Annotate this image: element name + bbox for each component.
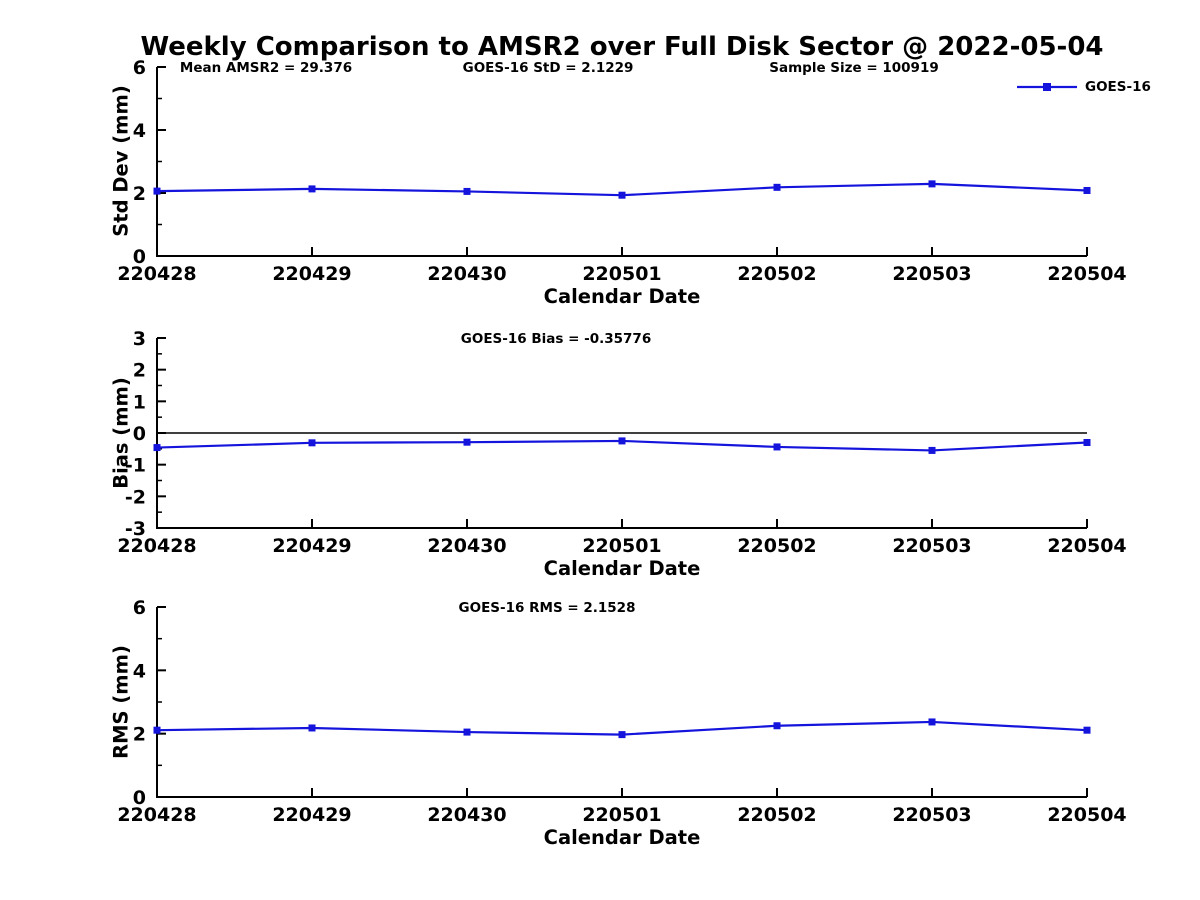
x-tick-label: 220430 bbox=[427, 804, 506, 826]
x-axis-label-1: Calendar Date bbox=[543, 285, 701, 308]
y-tick-label: 2 bbox=[133, 360, 146, 382]
annotation-goes16-rms: GOES-16 RMS = 2.1528 bbox=[458, 600, 636, 616]
data-marker bbox=[618, 731, 626, 739]
data-marker bbox=[618, 191, 626, 199]
y-axis-label-stddev: Std Dev (mm) bbox=[109, 85, 133, 237]
y-tick-label: 0 bbox=[133, 787, 146, 809]
x-tick-label: 220504 bbox=[1047, 263, 1126, 285]
x-tick-label: 220428 bbox=[117, 263, 196, 285]
x-tick-label: 220503 bbox=[892, 804, 971, 826]
x-tick-label: 220429 bbox=[272, 804, 351, 826]
x-tick-label: 220502 bbox=[737, 804, 816, 826]
x-tick-label: 220501 bbox=[582, 804, 661, 826]
subplot-rms: 0 2 4 6 220428 220429 220430 220501 220502 220503… bbox=[117, 597, 1126, 826]
x-tick-label: 220428 bbox=[117, 535, 196, 557]
y-tick-label: -3 bbox=[125, 518, 146, 540]
axes bbox=[156, 67, 1087, 257]
x-tick-label: 220429 bbox=[272, 535, 351, 557]
y-tick-label: 6 bbox=[133, 597, 146, 619]
x-tick-label: 220430 bbox=[427, 535, 506, 557]
y-tick-label: 0 bbox=[133, 246, 146, 268]
data-marker bbox=[308, 439, 316, 447]
chart-title: Weekly Comparison to AMSR2 over Full Dis… bbox=[140, 32, 1104, 62]
legend-square-marker bbox=[1043, 83, 1051, 91]
x-tick-label: 220503 bbox=[892, 263, 971, 285]
subplot-std-dev: 0 2 4 6 220428 220429 220430 220501 220502 220503… bbox=[117, 57, 1126, 285]
x-tick-label: 220504 bbox=[1047, 535, 1126, 557]
subplot-bias: -3 -2 -1 0 1 2 3 220428 220429 220430 220501 220502… bbox=[117, 328, 1126, 557]
x-axis-label-2: Calendar Date bbox=[543, 557, 701, 580]
data-marker bbox=[618, 437, 626, 445]
y-axis-label-bias: Bias (mm) bbox=[109, 377, 133, 489]
annotation-mean-amsr2: Mean AMSR2 = 29.376 bbox=[179, 60, 353, 76]
data-marker bbox=[773, 722, 781, 730]
y-tick-label: -2 bbox=[125, 486, 146, 508]
axes bbox=[156, 607, 1087, 798]
y-tick-label: 2 bbox=[133, 183, 146, 205]
data-marker bbox=[153, 444, 161, 452]
data-marker bbox=[153, 187, 161, 195]
y-tick-label: 6 bbox=[133, 57, 146, 79]
data-marker bbox=[928, 446, 936, 454]
y-axis-label-rms: RMS (mm) bbox=[109, 645, 133, 759]
data-marker bbox=[1083, 186, 1091, 194]
x-tick-label: 220501 bbox=[582, 535, 661, 557]
data-marker bbox=[1083, 726, 1091, 734]
y-tick-label: 4 bbox=[133, 120, 146, 142]
x-tick-label: 220503 bbox=[892, 535, 971, 557]
x-tick-label: 220430 bbox=[427, 263, 506, 285]
x-tick-label: 220502 bbox=[737, 263, 816, 285]
annotation-sample-size: Sample Size = 100919 bbox=[769, 60, 939, 76]
data-marker bbox=[153, 726, 161, 734]
y-tick-label: -1 bbox=[125, 455, 146, 477]
y-tick-label: 4 bbox=[133, 660, 146, 682]
y-tick-label: 3 bbox=[133, 328, 146, 350]
y-tick-label: 1 bbox=[133, 391, 146, 413]
data-marker bbox=[308, 185, 316, 193]
x-tick-label: 220428 bbox=[117, 804, 196, 826]
annotation-goes16-bias: GOES-16 Bias = -0.35776 bbox=[460, 331, 652, 347]
data-marker bbox=[463, 187, 471, 195]
x-tick-label: 220429 bbox=[272, 263, 351, 285]
data-marker bbox=[928, 180, 936, 188]
y-tick-label: 0 bbox=[133, 423, 146, 445]
x-tick-label: 220504 bbox=[1047, 804, 1126, 826]
data-marker bbox=[773, 443, 781, 451]
data-marker bbox=[463, 728, 471, 736]
annotation-goes16-std: GOES-16 StD = 2.1229 bbox=[462, 60, 634, 76]
data-marker bbox=[463, 438, 471, 446]
data-marker bbox=[1083, 439, 1091, 446]
x-axis-label-3: Calendar Date bbox=[543, 826, 701, 849]
x-tick-label: 220501 bbox=[582, 263, 661, 285]
x-tick-label: 220502 bbox=[737, 535, 816, 557]
data-marker bbox=[773, 183, 781, 191]
data-marker bbox=[928, 718, 936, 726]
y-tick-label: 2 bbox=[133, 724, 146, 746]
legend: GOES-16 bbox=[1016, 79, 1151, 95]
legend-label: GOES-16 bbox=[1085, 79, 1151, 95]
legend-line-sample bbox=[1017, 83, 1077, 91]
data-marker bbox=[308, 724, 316, 732]
